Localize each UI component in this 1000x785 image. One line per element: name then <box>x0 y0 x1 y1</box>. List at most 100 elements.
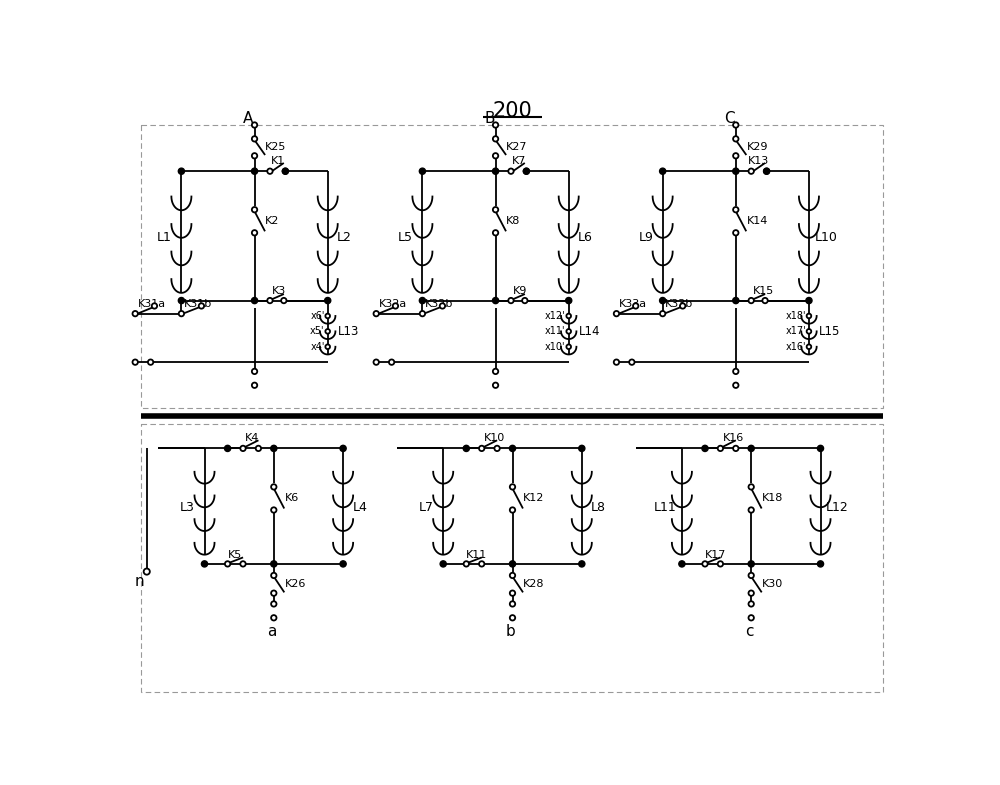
Circle shape <box>133 311 138 316</box>
Circle shape <box>749 169 754 174</box>
Circle shape <box>660 311 665 316</box>
Circle shape <box>225 445 231 451</box>
Circle shape <box>702 445 708 451</box>
Circle shape <box>240 561 246 567</box>
Circle shape <box>566 298 572 304</box>
Text: L6: L6 <box>578 232 593 244</box>
Circle shape <box>340 560 346 567</box>
Circle shape <box>807 329 811 334</box>
Text: L4: L4 <box>353 501 367 514</box>
Text: K33b: K33b <box>665 298 693 309</box>
Circle shape <box>733 153 738 159</box>
Text: 200: 200 <box>493 101 532 121</box>
Circle shape <box>252 136 257 141</box>
Circle shape <box>271 484 276 490</box>
Circle shape <box>629 360 635 365</box>
Circle shape <box>749 601 754 607</box>
Circle shape <box>660 298 666 304</box>
Text: K26: K26 <box>285 579 306 590</box>
Circle shape <box>252 153 257 159</box>
Circle shape <box>152 303 157 309</box>
Circle shape <box>252 382 257 388</box>
Text: K32b: K32b <box>425 298 453 309</box>
Circle shape <box>493 382 498 388</box>
Text: L15: L15 <box>819 325 840 338</box>
Circle shape <box>463 445 469 451</box>
Circle shape <box>733 230 738 236</box>
Text: C: C <box>724 111 735 126</box>
Circle shape <box>178 168 184 174</box>
Text: K13: K13 <box>748 156 770 166</box>
Text: K28: K28 <box>523 579 545 590</box>
Text: x5': x5' <box>310 327 325 336</box>
Text: L1: L1 <box>157 232 172 244</box>
Circle shape <box>271 573 276 578</box>
Circle shape <box>282 168 288 174</box>
Circle shape <box>271 507 276 513</box>
Text: n: n <box>134 574 144 589</box>
Text: K5: K5 <box>228 550 242 560</box>
Text: x4': x4' <box>310 341 325 352</box>
Circle shape <box>256 446 261 451</box>
Circle shape <box>749 298 754 303</box>
Circle shape <box>762 298 768 303</box>
Circle shape <box>479 446 484 451</box>
Text: K32a: K32a <box>379 298 407 309</box>
Text: L14: L14 <box>579 325 600 338</box>
Text: K9: K9 <box>512 287 527 296</box>
Text: x16': x16' <box>785 341 806 352</box>
Circle shape <box>807 345 811 349</box>
Text: L9: L9 <box>638 232 653 244</box>
Circle shape <box>179 311 184 316</box>
Circle shape <box>749 484 754 490</box>
Circle shape <box>566 314 571 318</box>
Circle shape <box>733 207 738 213</box>
Circle shape <box>374 311 379 316</box>
Text: L3: L3 <box>180 501 195 514</box>
Circle shape <box>251 298 258 304</box>
Circle shape <box>494 446 500 451</box>
Circle shape <box>271 560 277 567</box>
Circle shape <box>240 446 246 451</box>
Circle shape <box>524 169 529 174</box>
Circle shape <box>817 560 824 567</box>
Text: x10': x10' <box>545 341 566 352</box>
Circle shape <box>764 168 770 174</box>
Circle shape <box>718 561 723 567</box>
Circle shape <box>579 560 585 567</box>
Circle shape <box>733 298 739 304</box>
Circle shape <box>579 445 585 451</box>
Text: L5: L5 <box>398 232 413 244</box>
Circle shape <box>510 573 515 578</box>
Circle shape <box>325 314 330 318</box>
Circle shape <box>680 303 685 309</box>
Text: b: b <box>505 624 515 639</box>
Text: L10: L10 <box>814 232 837 244</box>
Circle shape <box>281 298 287 303</box>
Circle shape <box>199 303 204 309</box>
Circle shape <box>733 122 738 128</box>
Text: K3: K3 <box>271 287 286 296</box>
Circle shape <box>523 168 529 174</box>
Circle shape <box>492 168 499 174</box>
Circle shape <box>267 169 273 174</box>
Text: K10: K10 <box>484 433 505 443</box>
Circle shape <box>148 360 153 365</box>
Circle shape <box>660 168 666 174</box>
Circle shape <box>271 590 276 596</box>
Circle shape <box>749 573 754 578</box>
Circle shape <box>733 136 738 141</box>
Circle shape <box>817 445 824 451</box>
Circle shape <box>509 560 516 567</box>
Circle shape <box>340 445 346 451</box>
Circle shape <box>493 230 498 236</box>
Circle shape <box>325 329 330 334</box>
Circle shape <box>374 360 379 365</box>
Circle shape <box>493 153 498 159</box>
Text: K15: K15 <box>753 287 774 296</box>
Text: K1: K1 <box>271 156 285 166</box>
Circle shape <box>718 446 723 451</box>
Circle shape <box>749 615 754 620</box>
Text: K6: K6 <box>285 494 299 503</box>
Circle shape <box>252 369 257 374</box>
